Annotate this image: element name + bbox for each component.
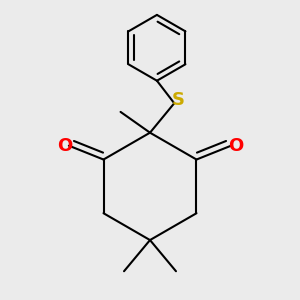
Text: O: O (57, 137, 72, 155)
Text: O: O (228, 137, 243, 155)
Text: S: S (172, 92, 185, 110)
